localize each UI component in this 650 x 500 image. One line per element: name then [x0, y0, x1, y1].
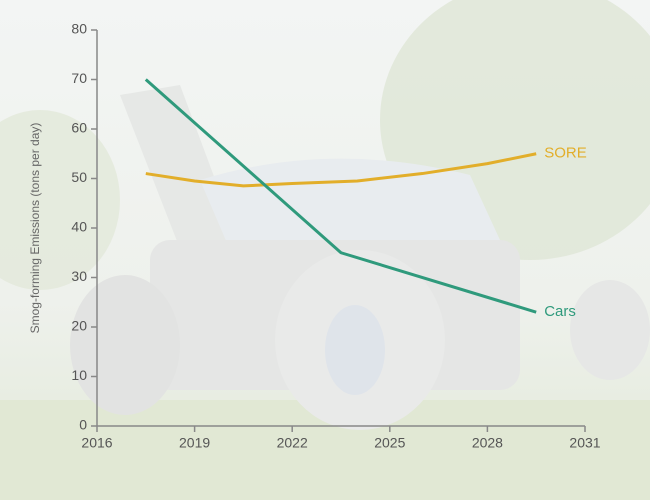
series-label: SORE	[544, 145, 587, 162]
x-tick-label: 2019	[179, 435, 210, 451]
series-line	[145, 152, 537, 188]
y-tick-label: 60	[71, 120, 87, 136]
x-tick-label: 2016	[81, 435, 112, 451]
y-tick-label: 40	[71, 219, 87, 235]
y-tick-label: 50	[71, 169, 87, 185]
x-tick-label: 2028	[472, 435, 503, 451]
y-axis-title: Smog-forming Emissions (tons per day)	[28, 123, 42, 334]
y-tick-label: 0	[79, 417, 87, 433]
x-tick-label: 2025	[374, 435, 405, 451]
y-tick-label: 20	[71, 318, 87, 334]
x-tick-label: 2031	[569, 435, 600, 451]
series-label: Cars	[544, 303, 576, 320]
y-tick-label: 10	[71, 367, 87, 383]
series-line	[144, 78, 537, 314]
y-tick-label: 30	[71, 268, 87, 284]
y-tick-label: 70	[71, 70, 87, 86]
x-tick-label: 2022	[277, 435, 308, 451]
y-tick-label: 80	[71, 21, 87, 37]
